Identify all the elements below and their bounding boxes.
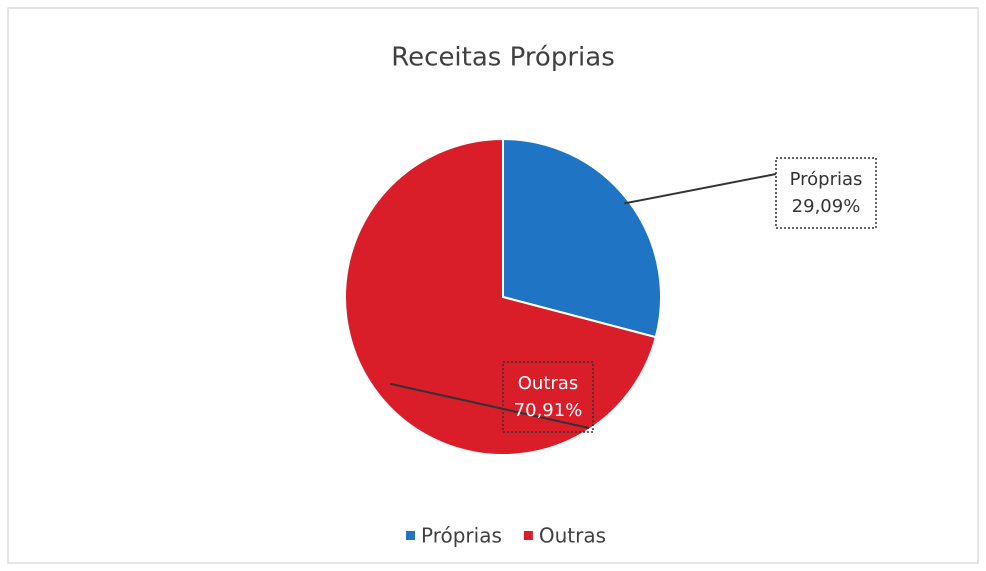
chart-title: Receitas Próprias [391,43,615,73]
leader-line [390,382,590,429]
data-label-name: Próprias [790,169,863,190]
data-label-name: Outras [518,373,578,394]
data-label-box [775,157,877,229]
data-label-value: 29,09% [792,196,861,217]
leader-line [624,173,777,205]
data-label-box [502,361,594,433]
legend-label: Outras [539,524,606,548]
data-label-value: 70,91% [514,400,583,421]
pie-slice [502,137,662,339]
legend-swatch [523,531,533,540]
legend-label: Próprias [421,524,502,548]
legend-swatch [406,531,415,540]
pie-slice [344,137,658,456]
